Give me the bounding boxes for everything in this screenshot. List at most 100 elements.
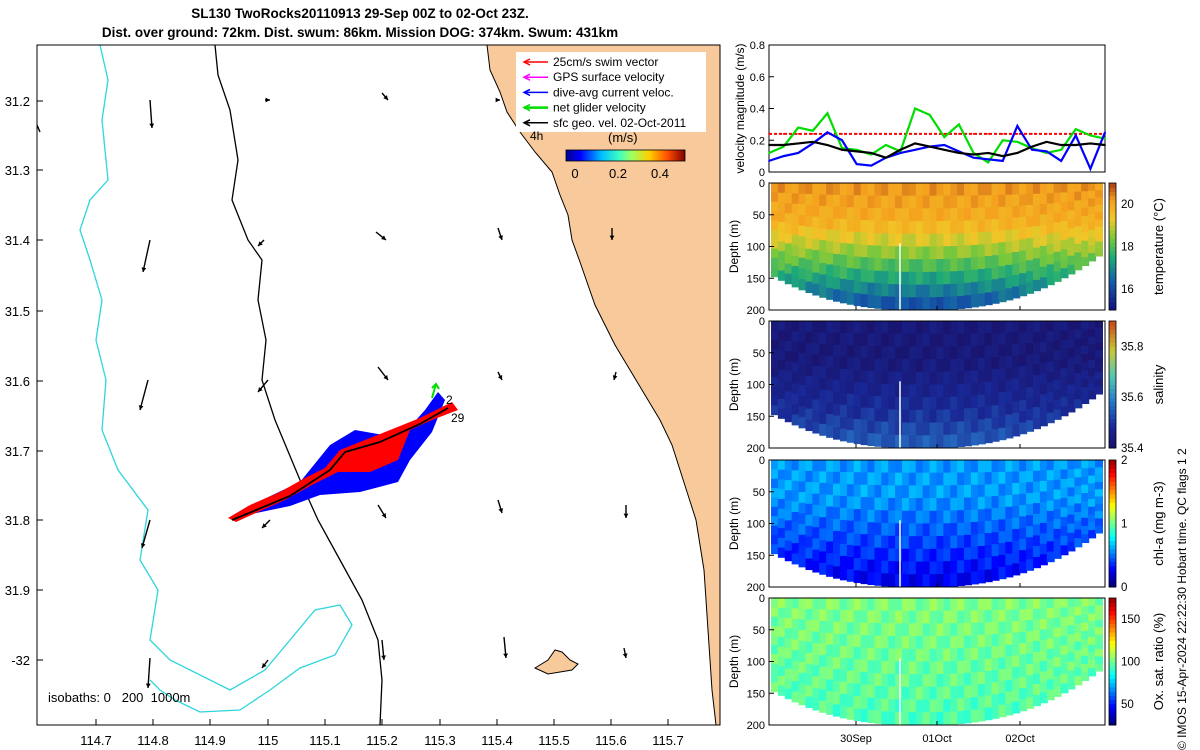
section-cell <box>970 370 979 384</box>
section-cell <box>1026 482 1035 494</box>
section-cell <box>1088 391 1097 400</box>
section-cell <box>1005 518 1014 531</box>
section-cell <box>1026 260 1035 272</box>
colorbar-segment <box>1109 548 1116 554</box>
section-cell <box>881 497 890 511</box>
section-cell <box>1026 548 1035 560</box>
colorbar-segment <box>1109 498 1116 503</box>
colorbar-segment <box>1109 510 1116 516</box>
section-cell <box>929 422 938 436</box>
section-cell <box>1053 598 1062 609</box>
section-cell <box>839 460 848 473</box>
section-cell <box>798 225 807 237</box>
colorbar-segment <box>1109 720 1116 726</box>
section-cell <box>833 415 842 428</box>
velocity-point <box>768 152 770 154</box>
section-cell <box>860 432 869 446</box>
section-cell <box>943 648 952 662</box>
section-cell <box>943 321 952 335</box>
section-cell <box>839 321 848 334</box>
section-cell <box>833 483 842 496</box>
section-cell <box>860 610 869 624</box>
section-cell <box>915 561 924 575</box>
velocity-point <box>1060 133 1063 135</box>
section-cell <box>929 233 938 247</box>
section-cell <box>1053 647 1062 658</box>
section-cell <box>915 259 924 273</box>
section-cell <box>901 472 910 486</box>
section-cell <box>846 280 855 293</box>
section-cell <box>991 357 1000 370</box>
section-cell <box>991 520 1000 533</box>
colorbar-segment <box>1109 405 1116 411</box>
section-cell <box>1005 206 1014 219</box>
section-cell <box>895 523 904 537</box>
section-cell <box>1081 672 1090 682</box>
section-cell <box>984 472 993 485</box>
section-cell <box>1032 651 1041 664</box>
section-cell <box>1060 230 1069 241</box>
section-cell <box>1039 214 1048 226</box>
section-cell <box>895 648 904 662</box>
section-cell <box>1019 273 1028 285</box>
section-cell <box>929 548 938 563</box>
section-cell <box>977 431 986 445</box>
section-cell <box>771 257 779 268</box>
section-cell <box>908 536 917 550</box>
section-cell <box>777 656 786 667</box>
section-cell <box>805 492 814 505</box>
section-cell <box>895 548 904 562</box>
section-cell <box>1005 553 1014 566</box>
section-cell <box>826 529 835 542</box>
section-cell <box>929 510 938 524</box>
section-cell <box>867 183 876 196</box>
map-x-tick-label: 115.6 <box>595 733 627 748</box>
section-cell <box>846 520 855 534</box>
section-cell <box>791 618 800 630</box>
section-cell <box>1095 204 1103 213</box>
section-cell <box>798 534 807 546</box>
section-cell <box>860 195 869 209</box>
section-cell <box>888 561 897 575</box>
section-cell <box>826 691 835 704</box>
section-cell <box>970 220 979 234</box>
section-cell <box>998 657 1007 670</box>
section-cell <box>812 549 821 562</box>
section-cell <box>929 195 938 209</box>
section-cell <box>1046 233 1055 245</box>
section-cell <box>846 544 855 558</box>
section-cell <box>798 417 807 429</box>
section-cell <box>901 233 910 247</box>
section-cell <box>964 207 973 221</box>
section-cell <box>798 321 807 333</box>
section-cell <box>922 409 931 424</box>
section-cell <box>970 709 979 723</box>
section-cell <box>812 399 821 412</box>
section-cell <box>936 397 945 411</box>
section-cell <box>833 542 842 556</box>
section-cell <box>1095 328 1103 337</box>
section-cell <box>777 666 786 677</box>
section-cell <box>805 386 814 399</box>
section-cell <box>874 572 883 586</box>
section-cell <box>846 231 855 245</box>
section-cell <box>1067 384 1076 395</box>
section-cell <box>1053 489 1062 500</box>
section-cell <box>874 560 883 574</box>
section-cell <box>881 271 890 285</box>
section-cell <box>1026 194 1035 206</box>
section-cell <box>1019 261 1028 274</box>
section-cell <box>977 708 986 722</box>
section-cell <box>867 484 876 498</box>
section-cell <box>964 460 973 473</box>
section-cell <box>957 572 966 586</box>
sfc-velocity-arrowhead <box>495 97 500 103</box>
section-cell <box>1095 619 1103 628</box>
velocity-point <box>1045 133 1048 135</box>
section-cell <box>984 646 993 660</box>
section-cell <box>1032 662 1041 674</box>
section-cell <box>1067 366 1076 377</box>
section-cell <box>1053 321 1062 332</box>
section-cell <box>991 207 1000 220</box>
